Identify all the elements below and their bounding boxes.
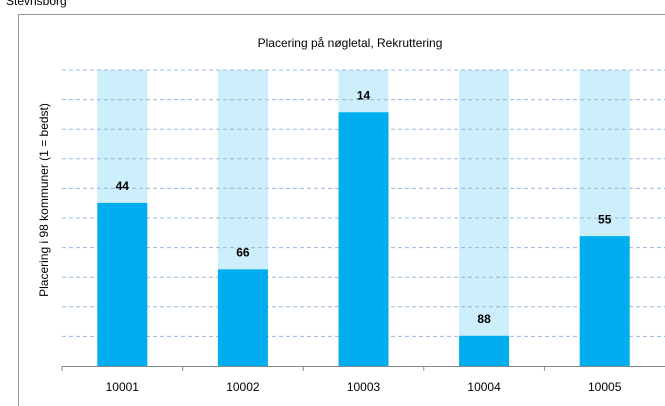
bar: [338, 112, 389, 367]
x-tick-label: 10005: [588, 380, 622, 394]
x-tick-label: 10004: [467, 380, 501, 394]
bar: [217, 269, 268, 366]
x-tick-label: 10003: [347, 380, 381, 394]
value-label: 88: [477, 312, 491, 326]
bar: [97, 202, 148, 366]
x-tick-label: 10002: [226, 380, 260, 394]
value-label: 44: [116, 179, 130, 193]
page-title: Stevnsborg: [6, 0, 67, 8]
y-axis-label: Placering i 98 kommuner (1 = bedst): [37, 103, 51, 297]
x-tick-label: 10001: [106, 380, 140, 394]
value-label: 14: [357, 88, 371, 102]
bar: [459, 335, 510, 366]
value-label: 66: [236, 246, 250, 260]
bar: [579, 236, 630, 366]
value-label: 55: [598, 212, 612, 226]
chart-title: Placering på nøgletal, Rekruttering: [258, 36, 443, 50]
